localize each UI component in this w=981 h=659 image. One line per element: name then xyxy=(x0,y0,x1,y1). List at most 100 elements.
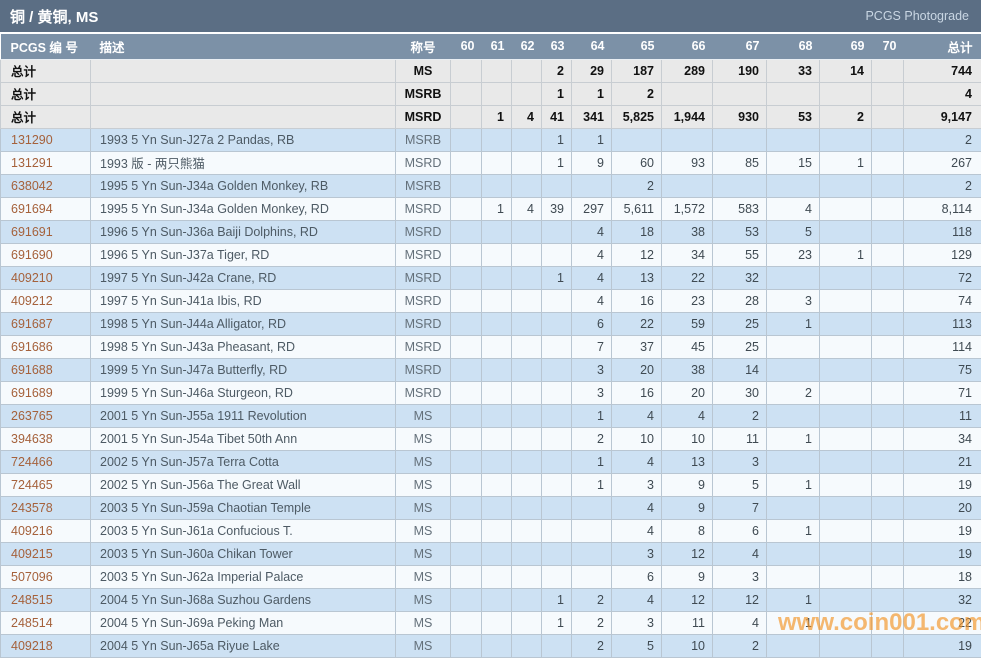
grade-69-count-cell: 1 xyxy=(819,150,872,175)
grade-62-count-cell xyxy=(511,472,542,497)
grade-62-count-cell xyxy=(511,564,542,589)
total-label-cell: 总计 xyxy=(0,81,91,106)
pcgs-number-cell[interactable]: 409212 xyxy=(0,288,91,313)
pcgs-number-cell[interactable]: 409216 xyxy=(0,518,91,543)
pcgs-number-cell[interactable]: 409215 xyxy=(0,541,91,566)
description-cell: 2004 5 Yn Sun-J68a Suzhou Gardens xyxy=(90,587,396,612)
grade-68-count-cell xyxy=(766,495,820,520)
grade-63-count-cell xyxy=(541,380,572,405)
description-cell: 2003 5 Yn Sun-J59a Chaotian Temple xyxy=(90,495,396,520)
grade-60-count-cell xyxy=(450,564,482,589)
grade-68-count-cell xyxy=(766,403,820,428)
grade-60-count-cell xyxy=(450,472,482,497)
grade-68-count-cell xyxy=(766,334,820,359)
grade-68-count-cell: 5 xyxy=(766,219,820,244)
grade-62-count-cell xyxy=(511,265,542,290)
total-count-cell: 75 xyxy=(903,357,981,382)
grade-61-count-cell xyxy=(481,81,512,106)
total-count-cell: 118 xyxy=(903,219,981,244)
table-row-409218: 409218 2004 5 Yn Sun-J65a Riyue Lake MS 2 5 1… xyxy=(0,633,981,658)
grade-60-count-cell xyxy=(450,81,482,106)
grade-63-count-cell xyxy=(541,495,572,520)
table-row-691688: 691688 1999 5 Yn Sun-J47a Butterfly, RD MS… xyxy=(0,357,981,382)
pcgs-number-cell[interactable]: 409218 xyxy=(0,633,91,658)
grade-70-count-cell xyxy=(871,633,904,658)
grade-67-count-cell: 6 xyxy=(712,518,767,543)
pcgs-number-cell[interactable]: 691694 xyxy=(0,196,91,221)
total-label-cell: 总计 xyxy=(0,104,91,129)
grade-68-count-cell xyxy=(766,265,820,290)
description-cell: 1993 版 - 两只熊猫 xyxy=(90,150,396,175)
designation-cell: MSRD xyxy=(395,219,451,244)
table-row-691686: 691686 1998 5 Yn Sun-J43a Pheasant, RD MSR… xyxy=(0,334,981,359)
grade-67-count-cell: 2 xyxy=(712,403,767,428)
total-count-cell: 19 xyxy=(903,518,981,543)
pcgs-number-cell[interactable]: 263765 xyxy=(0,403,91,428)
grade-60-count-cell xyxy=(450,334,482,359)
grade-66-count-cell: 38 xyxy=(661,357,713,382)
pcgs-number-cell[interactable]: 248515 xyxy=(0,587,91,612)
pcgs-number-cell[interactable]: 724465 xyxy=(0,472,91,497)
total-count-cell: 34 xyxy=(903,426,981,451)
description-cell: 2003 5 Yn Sun-J62a Imperial Palace xyxy=(90,564,396,589)
table-row-724465: 724465 2002 5 Yn Sun-J56a The Great Wall M… xyxy=(0,472,981,497)
pcgs-number-cell[interactable]: 248514 xyxy=(0,610,91,635)
pcgs-number-cell[interactable]: 691688 xyxy=(0,357,91,382)
grade-69-count-cell: 14 xyxy=(819,58,872,83)
grade-64-count-cell xyxy=(571,564,612,589)
grade-63-count-cell xyxy=(541,219,572,244)
grade-69-count-cell xyxy=(819,265,872,290)
grade-69-count-cell xyxy=(819,426,872,451)
total-count-cell: 267 xyxy=(903,150,981,175)
grade-70-count-cell xyxy=(871,357,904,382)
pcgs-number-cell[interactable]: 131290 xyxy=(0,127,91,152)
grade-62-count-cell xyxy=(511,495,542,520)
table-row-691689: 691689 1999 5 Yn Sun-J46a Sturgeon, RD MSR… xyxy=(0,380,981,405)
grade-66-count-cell: 9 xyxy=(661,472,713,497)
grade-62-count-cell xyxy=(511,587,542,612)
grade-63-count-cell xyxy=(541,518,572,543)
table-row-638042: 638042 1995 5 Yn Sun-J34a Golden Monkey, … xyxy=(0,173,981,198)
total-count-cell: 11 xyxy=(903,403,981,428)
grade-63-count-cell: 1 xyxy=(541,610,572,635)
pcgs-number-cell[interactable]: 243578 xyxy=(0,495,91,520)
grade-62-count-cell xyxy=(511,633,542,658)
grade-65-count-cell: 4 xyxy=(611,403,662,428)
pcgs-number-cell[interactable]: 691690 xyxy=(0,242,91,267)
col-header-grade-66: 66 xyxy=(661,34,713,60)
grade-62-count-cell xyxy=(511,541,542,566)
description-cell: 1998 5 Yn Sun-J43a Pheasant, RD xyxy=(90,334,396,359)
grade-64-count-cell: 1 xyxy=(571,403,612,428)
total-count-cell: 129 xyxy=(903,242,981,267)
pcgs-number-cell[interactable]: 691691 xyxy=(0,219,91,244)
grade-68-count-cell: 2 xyxy=(766,380,820,405)
table-row-691691: 691691 1996 5 Yn Sun-J36a Baiji Dolphins,… xyxy=(0,219,981,244)
pcgs-number-cell[interactable]: 724466 xyxy=(0,449,91,474)
pcgs-number-cell[interactable]: 638042 xyxy=(0,173,91,198)
table-row-409215: 409215 2003 5 Yn Sun-J60a Chikan Tower MS 3… xyxy=(0,541,981,566)
designation-cell: MS xyxy=(395,518,451,543)
pcgs-number-cell[interactable]: 691687 xyxy=(0,311,91,336)
grade-70-count-cell xyxy=(871,242,904,267)
titlebar: 铜 / 黄铜, MS PCGS Photograde xyxy=(0,0,981,34)
grade-68-count-cell xyxy=(766,173,820,198)
grade-66-count-cell: 45 xyxy=(661,334,713,359)
grade-60-count-cell xyxy=(450,495,482,520)
pcgs-number-cell[interactable]: 691689 xyxy=(0,380,91,405)
pcgs-number-cell[interactable]: 409210 xyxy=(0,265,91,290)
grade-64-count-cell: 4 xyxy=(571,265,612,290)
pcgs-number-cell[interactable]: 394638 xyxy=(0,426,91,451)
grade-64-count-cell: 4 xyxy=(571,288,612,313)
pcgs-number-cell[interactable]: 507096 xyxy=(0,564,91,589)
description-cell: 2002 5 Yn Sun-J56a The Great Wall xyxy=(90,472,396,497)
pcgs-number-cell[interactable]: 131291 xyxy=(0,150,91,175)
grade-68-count-cell: 1 xyxy=(766,426,820,451)
grade-61-count-cell xyxy=(481,633,512,658)
grade-60-count-cell xyxy=(450,380,482,405)
pcgs-photograde-link[interactable]: PCGS Photograde xyxy=(865,9,969,23)
total-count-cell: 2 xyxy=(903,127,981,152)
designation-cell: MSRD xyxy=(395,288,451,313)
grade-69-count-cell xyxy=(819,288,872,313)
table-row-691690: 691690 1996 5 Yn Sun-J37a Tiger, RD MSRD 4 1… xyxy=(0,242,981,267)
pcgs-number-cell[interactable]: 691686 xyxy=(0,334,91,359)
